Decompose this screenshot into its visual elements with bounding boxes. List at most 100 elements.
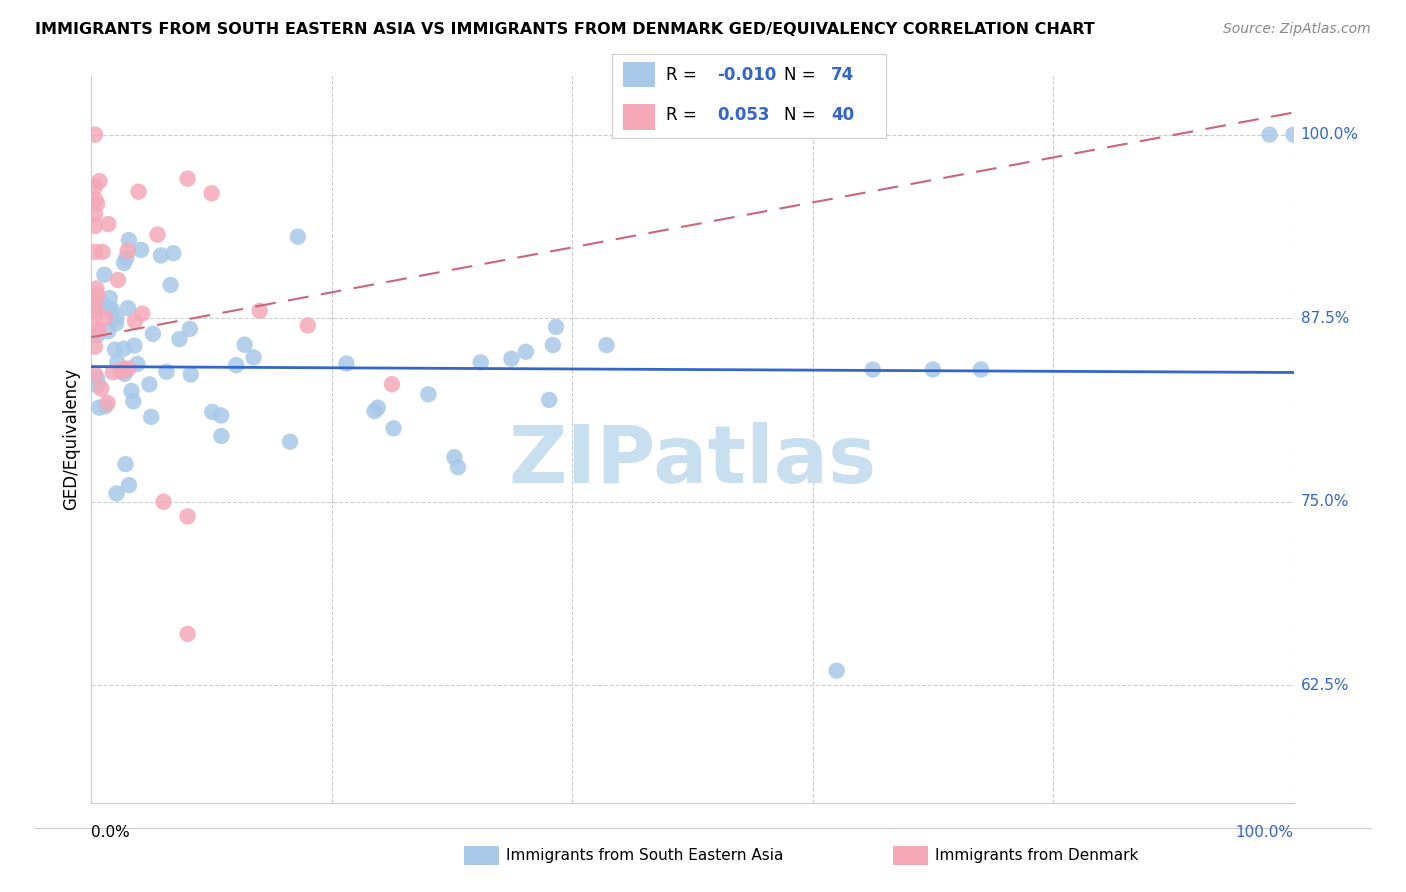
Point xyxy=(89,174,111,188)
Point xyxy=(382,421,405,435)
Point xyxy=(86,372,108,386)
Text: Immigrants from South Eastern Asia: Immigrants from South Eastern Asia xyxy=(506,848,783,863)
Point xyxy=(515,344,537,359)
Point xyxy=(470,355,492,369)
Y-axis label: GED/Equivalency: GED/Equivalency xyxy=(62,368,80,510)
Text: 0.0%: 0.0% xyxy=(91,825,131,840)
Point xyxy=(117,301,139,315)
Point xyxy=(367,401,389,415)
Text: 0.053: 0.053 xyxy=(717,106,769,124)
Point xyxy=(242,351,264,365)
Text: R =: R = xyxy=(666,106,703,124)
Point xyxy=(114,457,136,471)
Point xyxy=(127,357,149,371)
Text: N =: N = xyxy=(785,106,821,124)
Point xyxy=(122,394,145,409)
Point xyxy=(209,409,232,423)
Point xyxy=(86,322,108,336)
Point xyxy=(544,319,567,334)
Point xyxy=(86,378,108,392)
Text: N =: N = xyxy=(785,66,821,84)
Point xyxy=(84,207,107,221)
Point xyxy=(249,303,271,318)
Point xyxy=(127,185,149,199)
Point xyxy=(84,308,107,322)
Point xyxy=(84,368,107,382)
Point xyxy=(1282,128,1305,142)
Point xyxy=(104,343,127,357)
Point xyxy=(101,302,124,317)
Point xyxy=(84,303,107,318)
Point xyxy=(179,322,201,336)
Point xyxy=(91,244,114,259)
Point xyxy=(90,382,112,396)
Text: R =: R = xyxy=(666,66,703,84)
Point xyxy=(86,288,108,302)
Point xyxy=(114,367,136,381)
Point xyxy=(541,338,564,352)
Text: IMMIGRANTS FROM SOUTH EASTERN ASIA VS IMMIGRANTS FROM DENMARK GED/EQUIVALENCY CO: IMMIGRANTS FROM SOUTH EASTERN ASIA VS IM… xyxy=(35,22,1095,37)
Point xyxy=(922,362,945,376)
Point xyxy=(105,486,128,500)
Point xyxy=(180,368,202,382)
Point xyxy=(225,358,247,372)
Point xyxy=(105,310,128,325)
Point xyxy=(87,324,110,338)
Point xyxy=(84,128,107,142)
Point xyxy=(97,324,120,338)
Point xyxy=(112,342,135,356)
Bar xyxy=(623,104,655,130)
Point xyxy=(118,233,141,247)
Point xyxy=(87,401,110,415)
Text: 40: 40 xyxy=(831,106,853,124)
Point xyxy=(94,310,117,325)
Point xyxy=(146,227,169,242)
Point xyxy=(418,387,440,401)
Point xyxy=(138,377,160,392)
Point xyxy=(107,273,129,287)
Point xyxy=(112,256,135,270)
Point xyxy=(209,429,232,443)
Point xyxy=(149,248,172,262)
Point xyxy=(129,243,152,257)
Point xyxy=(118,478,141,492)
Point xyxy=(159,277,181,292)
Text: -0.010: -0.010 xyxy=(717,66,776,84)
Point xyxy=(84,340,107,354)
Point xyxy=(93,298,115,312)
Text: ZIPatlas: ZIPatlas xyxy=(509,422,876,500)
Text: Source: ZipAtlas.com: Source: ZipAtlas.com xyxy=(1223,22,1371,37)
Point xyxy=(94,399,117,413)
Point xyxy=(825,664,848,678)
Point xyxy=(176,509,198,524)
Point xyxy=(287,229,309,244)
Point xyxy=(124,314,146,328)
Point xyxy=(84,192,107,206)
Point xyxy=(86,298,108,312)
Point xyxy=(105,317,128,331)
Point xyxy=(363,404,385,418)
Point xyxy=(93,268,115,282)
Point xyxy=(335,357,357,371)
Point xyxy=(443,450,465,465)
Point xyxy=(84,244,107,259)
Point xyxy=(501,351,523,366)
Point xyxy=(117,361,139,376)
Point xyxy=(97,217,120,231)
Point xyxy=(111,364,134,378)
Point xyxy=(176,171,198,186)
Text: Immigrants from Denmark: Immigrants from Denmark xyxy=(935,848,1139,863)
Point xyxy=(101,365,124,379)
Point xyxy=(970,362,993,376)
Point xyxy=(595,338,617,352)
Point xyxy=(142,326,165,341)
Point xyxy=(162,246,184,260)
Point xyxy=(233,337,256,351)
Point xyxy=(84,219,107,233)
Point xyxy=(117,244,139,258)
Point xyxy=(96,396,118,410)
Text: 87.5%: 87.5% xyxy=(1301,310,1348,326)
Point xyxy=(297,318,319,333)
Point xyxy=(155,365,177,379)
Point xyxy=(176,627,198,641)
